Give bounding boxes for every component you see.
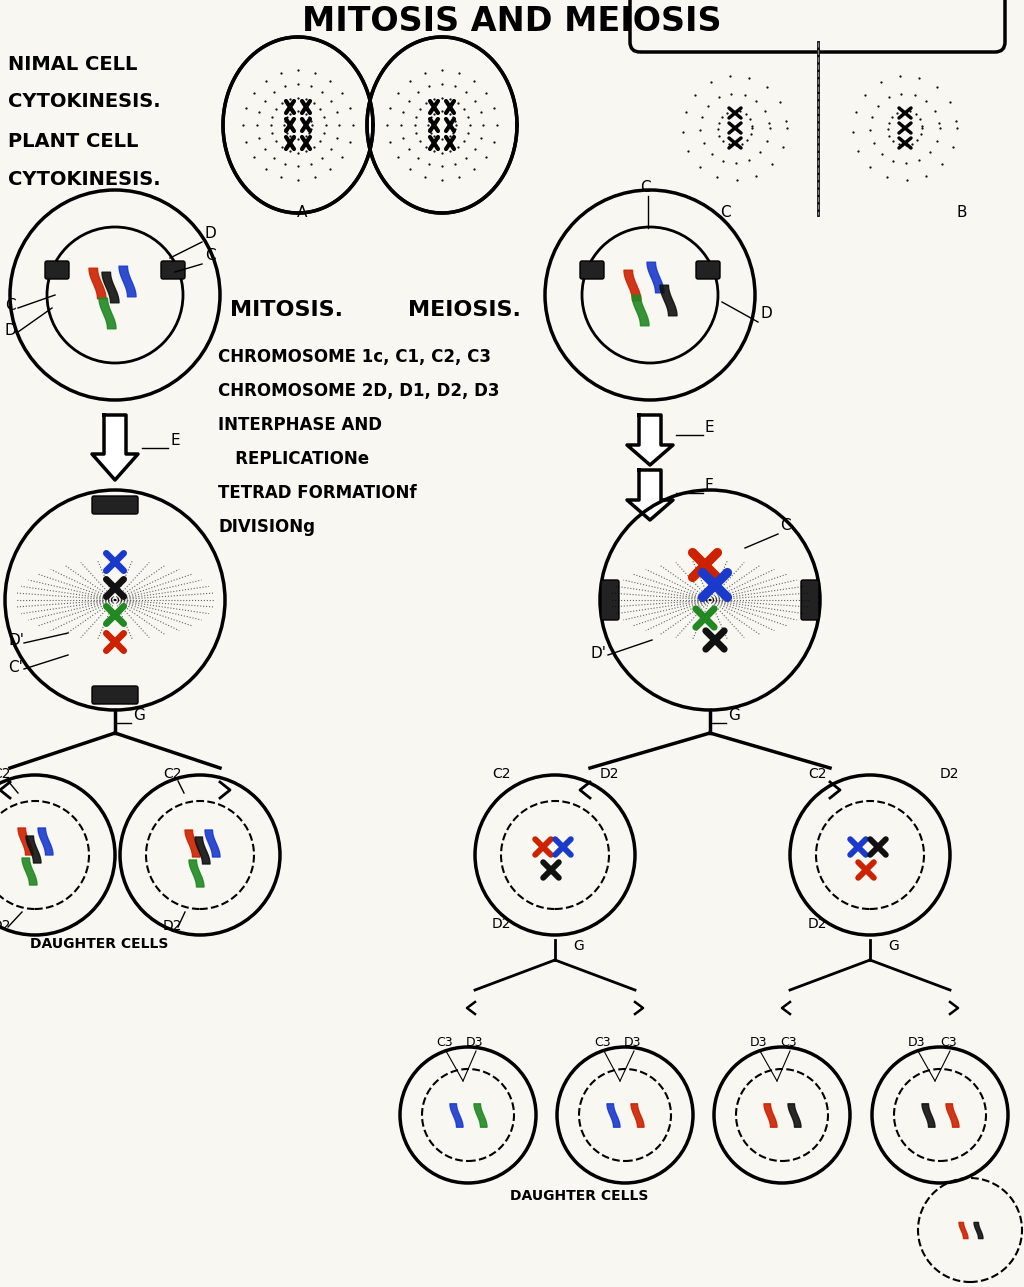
- Text: C2: C2: [808, 767, 826, 781]
- Text: F: F: [705, 477, 714, 493]
- Text: C3: C3: [940, 1036, 956, 1049]
- Text: G: G: [133, 708, 144, 723]
- Polygon shape: [627, 414, 673, 465]
- Text: PLANT CELL: PLANT CELL: [8, 133, 138, 151]
- Text: MITOSIS.: MITOSIS.: [230, 300, 343, 320]
- Circle shape: [112, 611, 119, 618]
- Circle shape: [712, 637, 719, 644]
- Circle shape: [112, 584, 119, 591]
- FancyBboxPatch shape: [161, 261, 185, 279]
- Circle shape: [112, 638, 119, 645]
- Text: DAUGHTER CELLS: DAUGHTER CELLS: [510, 1189, 648, 1203]
- Text: D2: D2: [163, 919, 182, 933]
- Circle shape: [700, 560, 710, 570]
- Text: C: C: [780, 517, 791, 533]
- Text: CHROMOSOME 2D, D1, D2, D3: CHROMOSOME 2D, D1, D2, D3: [218, 382, 500, 400]
- Text: C3: C3: [594, 1036, 610, 1049]
- Text: D2: D2: [492, 918, 512, 931]
- Circle shape: [711, 580, 720, 589]
- Text: C: C: [640, 180, 650, 196]
- Circle shape: [701, 614, 709, 622]
- Text: CYTOKINESIS.: CYTOKINESIS.: [8, 91, 161, 111]
- Polygon shape: [92, 414, 138, 480]
- FancyBboxPatch shape: [801, 580, 819, 620]
- Circle shape: [540, 844, 546, 849]
- FancyBboxPatch shape: [696, 261, 720, 279]
- Polygon shape: [627, 470, 673, 520]
- Text: TETRAD FORMATIONf: TETRAD FORMATIONf: [218, 484, 417, 502]
- Text: C: C: [720, 205, 731, 220]
- Polygon shape: [950, 1003, 958, 1014]
- Polygon shape: [220, 782, 230, 798]
- Text: CYTOKINESIS.: CYTOKINESIS.: [8, 170, 161, 189]
- Text: C2: C2: [492, 767, 511, 781]
- Circle shape: [560, 844, 566, 849]
- Text: E: E: [705, 420, 715, 435]
- FancyBboxPatch shape: [92, 495, 138, 514]
- Text: D2: D2: [808, 918, 827, 931]
- Text: C3: C3: [436, 1036, 453, 1049]
- Circle shape: [863, 867, 869, 873]
- Text: D2: D2: [940, 767, 959, 781]
- Polygon shape: [0, 782, 10, 798]
- Circle shape: [876, 844, 881, 849]
- Circle shape: [548, 867, 554, 873]
- Polygon shape: [830, 782, 840, 798]
- Text: MITOSIS AND MEIOSIS: MITOSIS AND MEIOSIS: [302, 5, 722, 39]
- Text: C2: C2: [0, 767, 10, 781]
- Text: C': C': [8, 660, 23, 674]
- FancyBboxPatch shape: [580, 261, 604, 279]
- Text: DIVISIONg: DIVISIONg: [218, 517, 315, 535]
- Text: C: C: [205, 248, 216, 263]
- Text: C3: C3: [780, 1036, 797, 1049]
- Polygon shape: [580, 782, 590, 798]
- Circle shape: [855, 844, 861, 849]
- Text: G: G: [573, 940, 584, 952]
- Text: INTERPHASE AND: INTERPHASE AND: [218, 416, 382, 434]
- Text: C2: C2: [163, 767, 181, 781]
- Text: D: D: [760, 306, 772, 320]
- Polygon shape: [467, 1003, 475, 1014]
- Text: D3: D3: [624, 1036, 641, 1049]
- Text: MEIOSIS.: MEIOSIS.: [408, 300, 521, 320]
- Text: G: G: [728, 708, 740, 723]
- Text: D2: D2: [0, 919, 11, 933]
- Text: A: A: [297, 205, 307, 220]
- Text: DAUGHTER CELLS: DAUGHTER CELLS: [30, 937, 168, 951]
- Text: E: E: [170, 432, 179, 448]
- Text: REPLICATIONe: REPLICATIONe: [218, 450, 369, 468]
- Text: D': D': [590, 646, 606, 662]
- Text: G: G: [888, 940, 899, 952]
- Text: D': D': [8, 633, 24, 647]
- Text: D2: D2: [600, 767, 620, 781]
- Text: D3: D3: [466, 1036, 483, 1049]
- Text: NIMAL CELL: NIMAL CELL: [8, 55, 137, 73]
- Text: B: B: [957, 205, 968, 220]
- FancyBboxPatch shape: [601, 580, 618, 620]
- Text: C: C: [5, 299, 15, 313]
- Text: D: D: [205, 227, 217, 241]
- Polygon shape: [635, 1003, 643, 1014]
- Text: D: D: [5, 323, 16, 338]
- FancyBboxPatch shape: [45, 261, 69, 279]
- Text: CHROMOSOME 1c, C1, C2, C3: CHROMOSOME 1c, C1, C2, C3: [218, 347, 490, 366]
- Text: D3: D3: [750, 1036, 768, 1049]
- Polygon shape: [782, 1003, 790, 1014]
- Text: D3: D3: [908, 1036, 926, 1049]
- FancyBboxPatch shape: [92, 686, 138, 704]
- Circle shape: [112, 559, 119, 565]
